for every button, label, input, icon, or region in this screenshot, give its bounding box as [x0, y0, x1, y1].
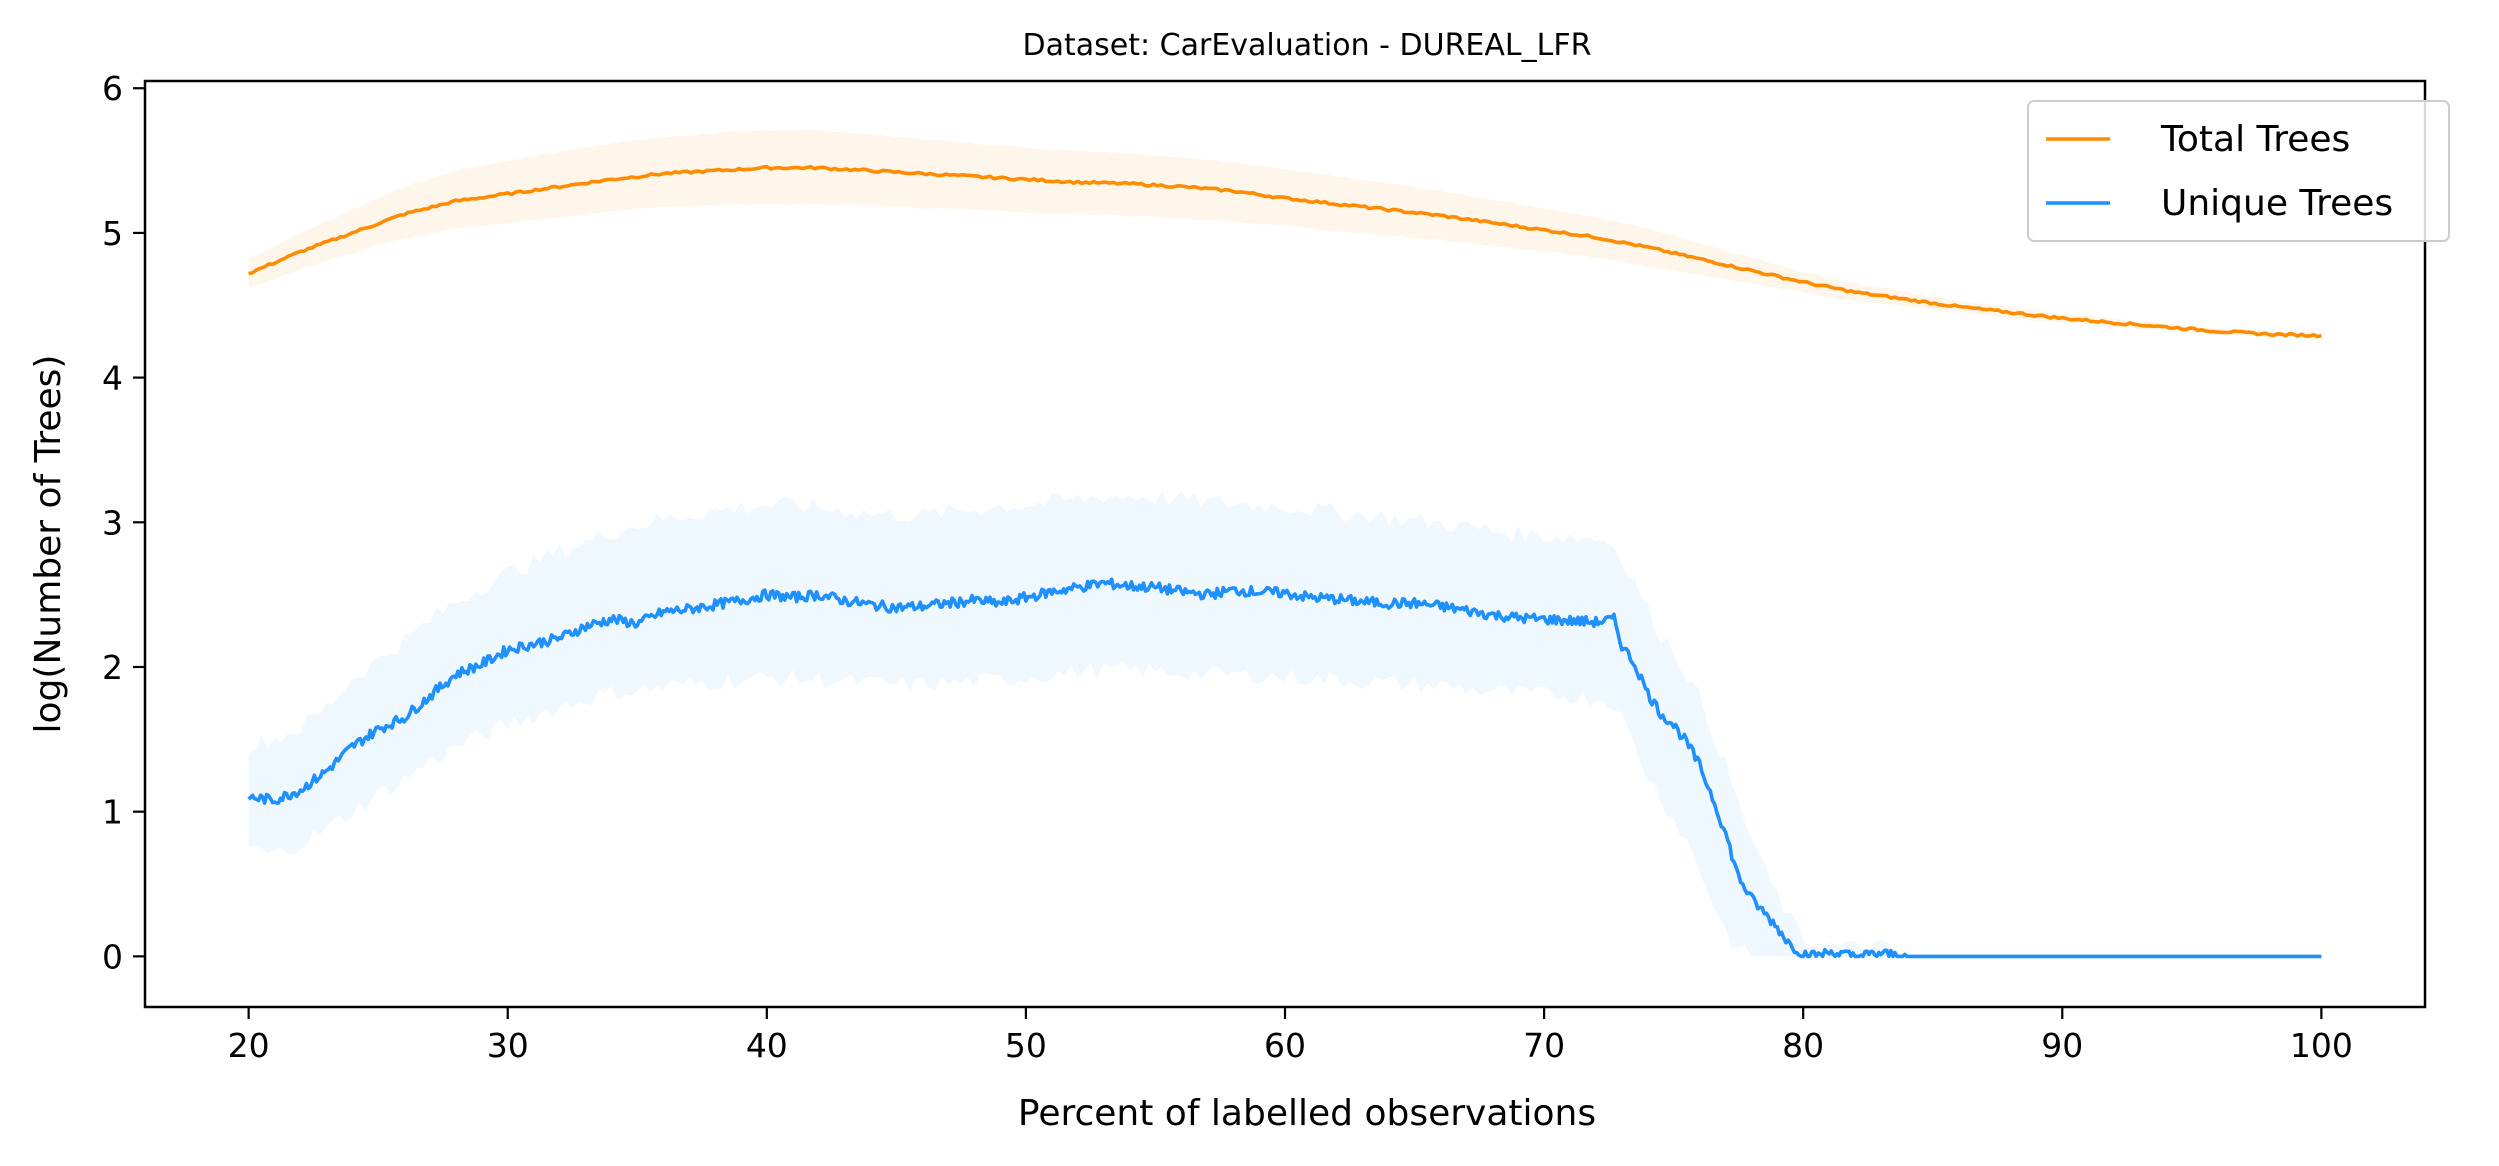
y-axis-label: log(Number of Trees) [28, 355, 69, 734]
confidence-bands [248, 129, 2322, 957]
y-axis: 0 1 2 3 4 5 6 [102, 69, 145, 976]
y-tick-label: 1 [102, 793, 123, 832]
legend-box [2027, 100, 2450, 242]
y-tick-label: 2 [102, 648, 123, 687]
x-tick-label: 60 [1264, 1026, 1306, 1065]
legend-label-unique-trees: Unique Trees [2161, 183, 2393, 224]
x-axis: 20 30 40 50 60 70 80 90 100 [228, 1007, 2353, 1065]
total-trees-band [248, 129, 2322, 339]
x-tick-label: 70 [1523, 1026, 1565, 1065]
x-tick-label: 30 [487, 1026, 529, 1065]
y-tick-label: 6 [102, 69, 123, 108]
unique-trees-band [248, 491, 2322, 957]
chart-title: Dataset: CarEvaluation - DUREAL_LFR [1023, 28, 1592, 63]
legend-label-total-trees: Total Trees [2160, 119, 2350, 160]
x-axis-label: Percent of labelled observations [1018, 1093, 1596, 1134]
x-tick-label: 80 [1782, 1026, 1824, 1065]
x-tick-label: 20 [228, 1026, 270, 1065]
x-tick-label: 90 [2041, 1026, 2083, 1065]
x-tick-label: 100 [2290, 1026, 2353, 1065]
unique-trees-line [247, 577, 2322, 959]
y-tick-label: 5 [102, 214, 123, 253]
y-tick-label: 4 [102, 359, 123, 398]
total-trees-line [248, 164, 2322, 339]
series-lines [247, 164, 2322, 959]
y-tick-label: 0 [102, 937, 123, 976]
y-tick-label: 3 [102, 503, 123, 542]
x-tick-label: 40 [746, 1026, 788, 1065]
x-tick-label: 50 [1005, 1026, 1047, 1065]
legend: Total Trees Unique Trees [2027, 100, 2450, 242]
